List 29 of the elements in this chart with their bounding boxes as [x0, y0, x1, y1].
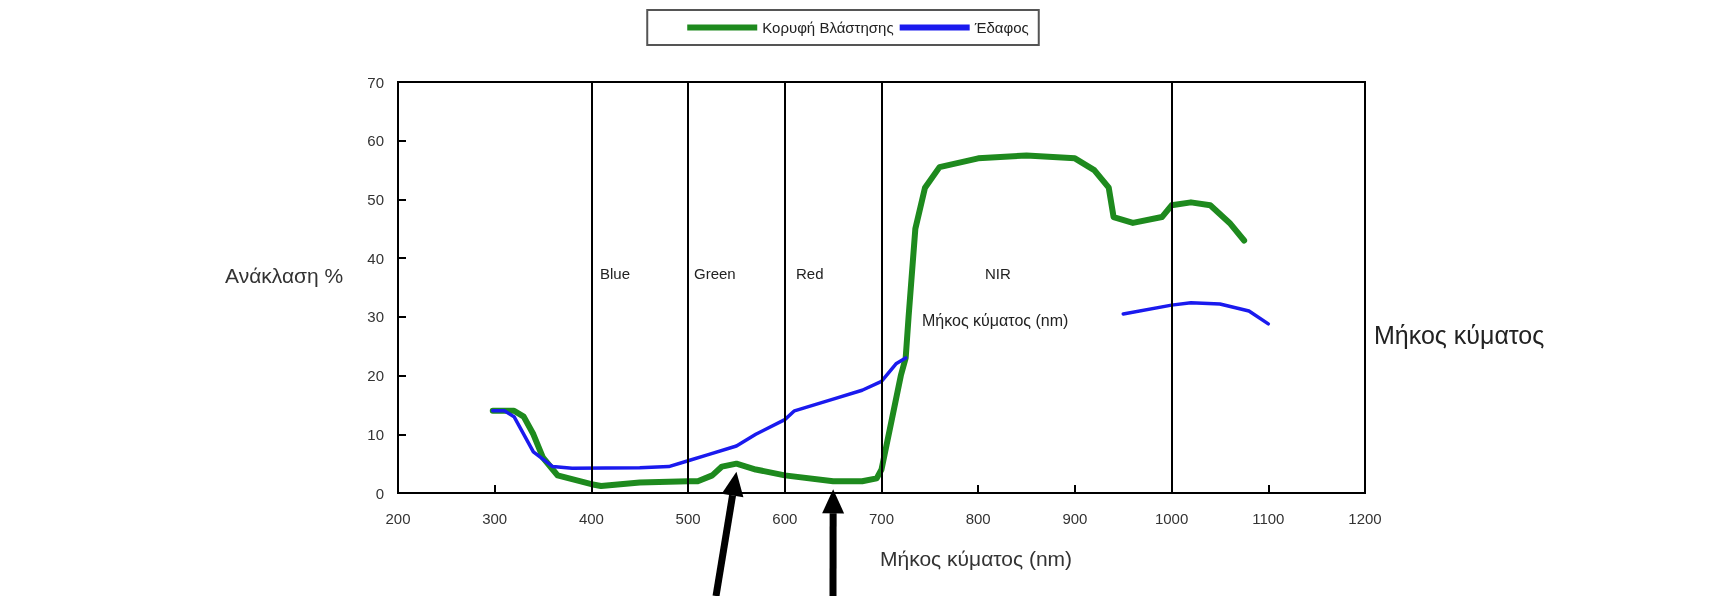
y-tick-label: 30 [367, 308, 384, 326]
x-tick-label: 300 [482, 510, 508, 527]
legend-label: Έδαφος [973, 19, 1029, 36]
legend-label: Κορυφή Βλάστησης [762, 19, 894, 36]
x-tick-label: 400 [578, 510, 604, 527]
text: Μήκος κύματος [1374, 320, 1545, 349]
y-tick-label: 70 [367, 73, 384, 91]
x-tick-label: 700 [868, 510, 895, 527]
y-tick-label: 40 [367, 249, 384, 267]
y-tick-label: 0 [375, 484, 384, 502]
x-tick-label: 200 [385, 510, 411, 527]
x-tick-label: 800 [965, 510, 991, 527]
annotation: Blue [600, 265, 631, 282]
annotation: NIR [985, 265, 1011, 282]
x-tick-label: 1100 [1252, 510, 1285, 527]
x-tick-label: 1000 [1154, 510, 1189, 527]
annotation: Red [796, 265, 824, 282]
annotation: Green [694, 265, 736, 282]
x-tick-label: 1200 [1348, 510, 1382, 527]
x-tick-label: 500 [675, 510, 701, 527]
y-tick-label: 10 [367, 425, 384, 443]
y-axis-title: Ανάκλαση % [225, 264, 344, 287]
annotation: Μήκος κύματος (nm) [922, 311, 1069, 329]
y-tick-label: 50 [367, 190, 384, 208]
x-tick-label: 600 [772, 510, 798, 527]
x-tick-label: 900 [1062, 510, 1088, 527]
x-axis-title: Μήκος κύματος (nm) [880, 547, 1073, 570]
y-tick-label: 60 [367, 132, 384, 150]
y-tick-label: 20 [367, 367, 384, 385]
